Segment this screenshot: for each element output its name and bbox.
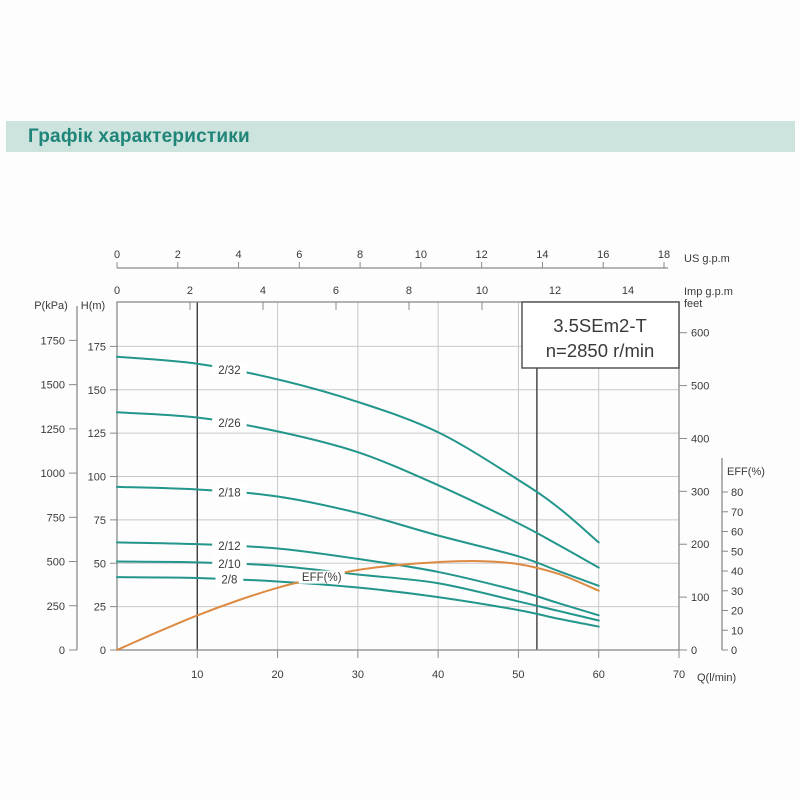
efficiency-tick-label: 70 xyxy=(731,507,743,519)
imp-gpm-axis-title: Imp g.p.m xyxy=(684,286,733,298)
head-curve-2-26 xyxy=(116,411,600,569)
curve-label-bg xyxy=(298,570,345,584)
curve-label-bg xyxy=(212,538,247,553)
pressure-tick-label: 750 xyxy=(47,512,65,524)
feet-axis-title: feet xyxy=(684,298,702,310)
head-tick-label: 125 xyxy=(88,428,106,440)
pressure-tick-label: 0 xyxy=(59,645,65,657)
pressure-tick-label: 500 xyxy=(47,557,65,569)
feet-tick-label: 500 xyxy=(691,381,709,393)
feet-tick-label: 400 xyxy=(691,433,709,445)
model-speed: n=2850 r/min xyxy=(546,340,655,361)
head-curve-label: 2/12 xyxy=(218,541,240,553)
imp-gpm-tick-label: 2 xyxy=(187,285,193,297)
efficiency-tick-label: 40 xyxy=(731,566,743,578)
efficiency-tick-label: 10 xyxy=(731,625,743,637)
model-name: 3.5SEm2-T xyxy=(553,315,647,336)
flow-tick-label: 40 xyxy=(432,669,444,681)
us-gpm-tick-label: 8 xyxy=(357,249,363,261)
imp-gpm-tick-label: 6 xyxy=(333,285,339,297)
feet-tick-label: 0 xyxy=(691,645,697,657)
us-gpm-tick-label: 10 xyxy=(415,249,427,261)
feet-tick-label: 100 xyxy=(691,592,709,604)
feet-tick-label: 300 xyxy=(691,486,709,498)
us-gpm-tick-label: 16 xyxy=(597,249,609,261)
efficiency-curve-label: EFF(%) xyxy=(302,572,342,584)
head-curve-label: 2/18 xyxy=(218,487,240,499)
imp-gpm-tick-label: 4 xyxy=(260,285,266,297)
head-curve-label: 2/10 xyxy=(218,559,240,571)
efficiency-tick-label: 60 xyxy=(731,527,743,539)
us-gpm-tick-label: 0 xyxy=(114,249,120,261)
efficiency-tick-label: 80 xyxy=(731,487,743,499)
head-tick-label: 25 xyxy=(94,602,106,614)
imp-gpm-tick-label: 0 xyxy=(114,285,120,297)
flow-tick-label: 50 xyxy=(512,669,524,681)
flow-tick-label: 20 xyxy=(271,669,283,681)
page-header: Графік характеристики xyxy=(6,121,795,152)
us-gpm-tick-label: 6 xyxy=(296,249,302,261)
head-tick-label: 175 xyxy=(88,341,106,353)
curve-label-bg xyxy=(212,485,247,500)
head-curve-label: 2/26 xyxy=(218,418,240,430)
head-tick-label: 100 xyxy=(88,472,106,484)
efficiency-curve xyxy=(116,560,600,651)
us-gpm-axis-title: US g.p.m xyxy=(684,253,730,265)
efficiency-axis-title: EFF(%) xyxy=(727,466,765,478)
flow-tick-label: 30 xyxy=(352,669,364,681)
feet-tick-label: 600 xyxy=(691,328,709,340)
head-curve-2-18 xyxy=(116,485,600,587)
pressure-tick-label: 1750 xyxy=(41,335,65,347)
head-tick-label: 150 xyxy=(88,385,106,397)
head-curve-label: 2/8 xyxy=(221,574,237,586)
pressure-axis-title: P(kPa) xyxy=(34,300,68,312)
head-tick-label: 0 xyxy=(100,645,106,657)
head-curve-2-10 xyxy=(116,560,600,622)
pressure-tick-label: 1250 xyxy=(41,424,65,436)
head-curve-2-8 xyxy=(116,576,600,628)
us-gpm-tick-label: 12 xyxy=(476,249,488,261)
curve-label-bg xyxy=(215,572,244,587)
imp-gpm-tick-label: 12 xyxy=(549,285,561,297)
head-tick-label: 75 xyxy=(94,515,106,527)
efficiency-tick-label: 50 xyxy=(731,546,743,558)
imp-gpm-tick-label: 14 xyxy=(622,285,634,297)
pressure-tick-label: 250 xyxy=(47,601,65,613)
efficiency-tick-label: 20 xyxy=(731,606,743,618)
head-curve-2-32 xyxy=(116,355,600,544)
head-curve-label: 2/32 xyxy=(218,365,240,377)
pressure-tick-label: 1500 xyxy=(41,380,65,392)
flow-axis-title: Q(l/min) xyxy=(697,672,736,684)
curve-label-bg xyxy=(212,556,247,571)
feet-tick-label: 200 xyxy=(691,539,709,551)
head-tick-label: 50 xyxy=(94,558,106,570)
curve-label-bg xyxy=(212,416,247,431)
imp-gpm-tick-label: 10 xyxy=(476,285,488,297)
us-gpm-tick-label: 2 xyxy=(175,249,181,261)
pressure-tick-label: 1000 xyxy=(41,468,65,480)
head-axis-title: H(m) xyxy=(81,300,105,312)
page-title: Графік характеристики xyxy=(28,125,250,147)
flow-tick-label: 70 xyxy=(673,669,685,681)
model-box xyxy=(521,301,680,369)
us-gpm-tick-label: 4 xyxy=(235,249,241,261)
head-curve-2-12 xyxy=(116,541,600,617)
efficiency-tick-label: 30 xyxy=(731,586,743,598)
flow-tick-label: 10 xyxy=(191,669,203,681)
flow-tick-label: 60 xyxy=(593,669,605,681)
curve-label-bg xyxy=(212,362,247,377)
us-gpm-tick-label: 18 xyxy=(658,249,670,261)
imp-gpm-tick-label: 8 xyxy=(406,285,412,297)
us-gpm-tick-label: 14 xyxy=(536,249,548,261)
efficiency-tick-label: 0 xyxy=(731,645,737,657)
